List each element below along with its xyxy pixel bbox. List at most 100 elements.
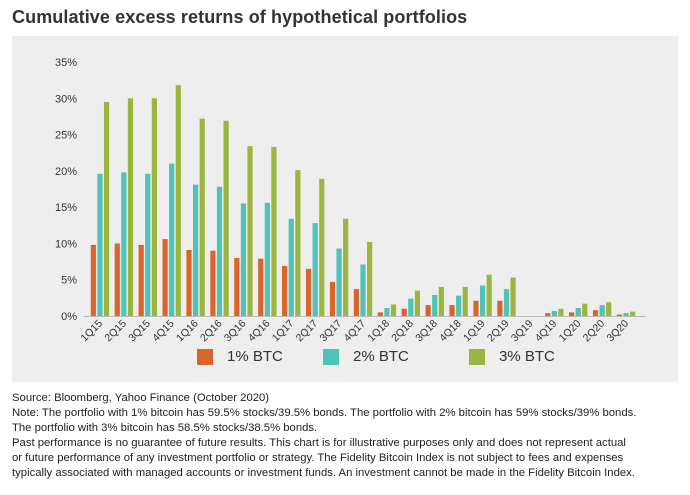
bar-1btc-2q19 [497, 300, 503, 316]
x-tick-label: 2Q20 [581, 318, 608, 345]
bar-1btc-1q16 [186, 249, 192, 316]
legend-label-3pct: 3% BTC [499, 348, 555, 365]
bar-1btc-2q16 [210, 250, 216, 316]
x-tick-label: 2Q16 [198, 318, 225, 345]
x-tick-label: 4Q16 [246, 318, 273, 345]
bar-3btc-2q17 [319, 178, 325, 316]
legend-swatch-3pct [469, 348, 485, 365]
x-tick-label: 4Q15 [150, 318, 177, 345]
bar-2btc-4q16 [264, 202, 270, 316]
x-tick-label: 2Q18 [389, 318, 416, 345]
x-tick-label: 4Q19 [533, 318, 560, 345]
bar-2btc-2q15 [121, 172, 127, 316]
x-tick-label: 2Q15 [102, 318, 129, 345]
bar-3btc-3q15 [151, 98, 157, 317]
bar-2btc-2q16 [216, 186, 223, 316]
bar-1btc-4q15 [162, 239, 168, 316]
x-tick-label: 4Q18 [437, 318, 464, 345]
y-tick-label: 30% [55, 93, 77, 105]
bar-2btc-1q19 [479, 285, 486, 316]
bar-chart: 0%5%10%15%20%25%30%35%1Q152Q153Q154Q151Q… [55, 57, 646, 345]
bar-3btc-2q15 [127, 98, 134, 317]
bar-3btc-3q20 [630, 311, 636, 316]
x-tick-label: 1Q18 [365, 318, 392, 345]
bar-2btc-2q17 [312, 223, 318, 316]
x-tick-label: 1Q17 [270, 318, 297, 345]
bar-3btc-4q17 [367, 241, 373, 316]
bar-3btc-1q18 [390, 304, 397, 316]
bar-3btc-2q18 [414, 290, 421, 316]
chart-legend: 1% BTC 2% BTC 3% BTC [0, 348, 690, 370]
bar-2btc-3q17 [336, 248, 342, 316]
y-tick-label: 35% [55, 57, 77, 69]
x-tick-label: 3Q18 [413, 318, 440, 345]
y-tick-label: 15% [55, 202, 77, 214]
footnote-note-1: Note: The portfolio with 1% bitcoin has … [12, 407, 637, 419]
bar-3btc-4q16 [271, 146, 277, 316]
bar-3btc-3q16 [247, 146, 253, 316]
chart-title: Cumulative excess returns of hypothetica… [12, 7, 468, 27]
legend-label-1pct: 1% BTC [227, 348, 283, 365]
x-tick-label: 2Q19 [485, 318, 512, 345]
y-tick-label: 5% [61, 275, 77, 287]
x-tick-label: 1Q16 [174, 318, 201, 345]
bar-2btc-2q19 [503, 289, 510, 316]
bar-3btc-2q19 [510, 277, 516, 316]
bar-3btc-3q17 [343, 218, 349, 316]
x-tick-label: 3Q17 [318, 318, 345, 345]
x-tick-label: 3Q15 [126, 318, 153, 345]
bar-2btc-3q16 [240, 203, 247, 316]
bar-3btc-3q18 [438, 286, 444, 316]
bar-3btc-1q17 [295, 170, 301, 316]
bar-2btc-4q17 [360, 264, 366, 316]
x-tick-label: 1Q15 [78, 318, 105, 345]
x-tick-label: 3Q20 [605, 318, 632, 345]
bar-1btc-4q16 [258, 258, 264, 316]
footnotes: Source: Bloomberg, Yahoo Finance (Octobe… [12, 391, 684, 481]
x-tick-label: 3Q19 [509, 318, 536, 345]
bar-3btc-4q19 [558, 308, 564, 316]
bar-2btc-3q18 [432, 294, 438, 316]
bar-1btc-3q20 [616, 314, 623, 316]
y-tick-label: 20% [55, 166, 77, 178]
bar-3btc-2q20 [606, 302, 612, 316]
x-tick-label: 1Q20 [557, 318, 584, 345]
bar-2btc-1q20 [575, 308, 581, 316]
bar-2btc-2q20 [599, 305, 605, 316]
footnote-disclaimer-1: Past performance is no guarantee of futu… [12, 437, 626, 449]
y-tick-label: 25% [55, 130, 77, 142]
bar-1btc-2q20 [592, 310, 599, 316]
bar-2btc-2q18 [408, 298, 414, 316]
x-tick-label: 4Q17 [341, 318, 368, 345]
bar-2btc-1q16 [193, 184, 199, 316]
bar-2btc-4q18 [456, 295, 462, 316]
bar-1btc-1q17 [282, 265, 288, 316]
legend-item-2pct: 2% BTC [323, 348, 409, 365]
footnote-disclaimer-3: typically associated with managed accoun… [12, 467, 635, 479]
legend-label-2pct: 2% BTC [353, 348, 409, 365]
bar-3btc-1q20 [582, 303, 588, 316]
footnote-source: Source: Bloomberg, Yahoo Finance (Octobe… [12, 392, 270, 404]
bar-1btc-4q18 [449, 305, 455, 316]
bar-1btc-1q18 [377, 312, 383, 316]
bar-1btc-1q15 [90, 244, 96, 316]
footnote-note-2: The portfolio with 3% bitcoin has 58.5% … [12, 422, 318, 434]
bar-1btc-2q15 [114, 243, 120, 316]
bar-1btc-4q19 [545, 313, 551, 316]
bar-2btc-1q17 [288, 218, 294, 316]
legend-item-3pct: 3% BTC [469, 348, 555, 365]
bar-2btc-3q15 [145, 173, 151, 316]
bar-2btc-1q15 [97, 173, 103, 316]
legend-item-1pct: 1% BTC [197, 348, 283, 365]
y-tick-label: 0% [61, 311, 77, 323]
bar-3btc-1q19 [486, 274, 492, 316]
bar-1btc-1q19 [473, 300, 479, 316]
bar-2btc-1q18 [384, 308, 390, 316]
legend-swatch-1pct [197, 348, 213, 365]
bar-2btc-4q19 [551, 310, 557, 316]
bar-1btc-3q17 [329, 281, 336, 316]
bar-1btc-3q18 [425, 305, 431, 316]
bar-1btc-4q17 [353, 289, 359, 316]
x-tick-label: 3Q16 [222, 318, 249, 345]
bar-2btc-3q20 [623, 313, 629, 316]
